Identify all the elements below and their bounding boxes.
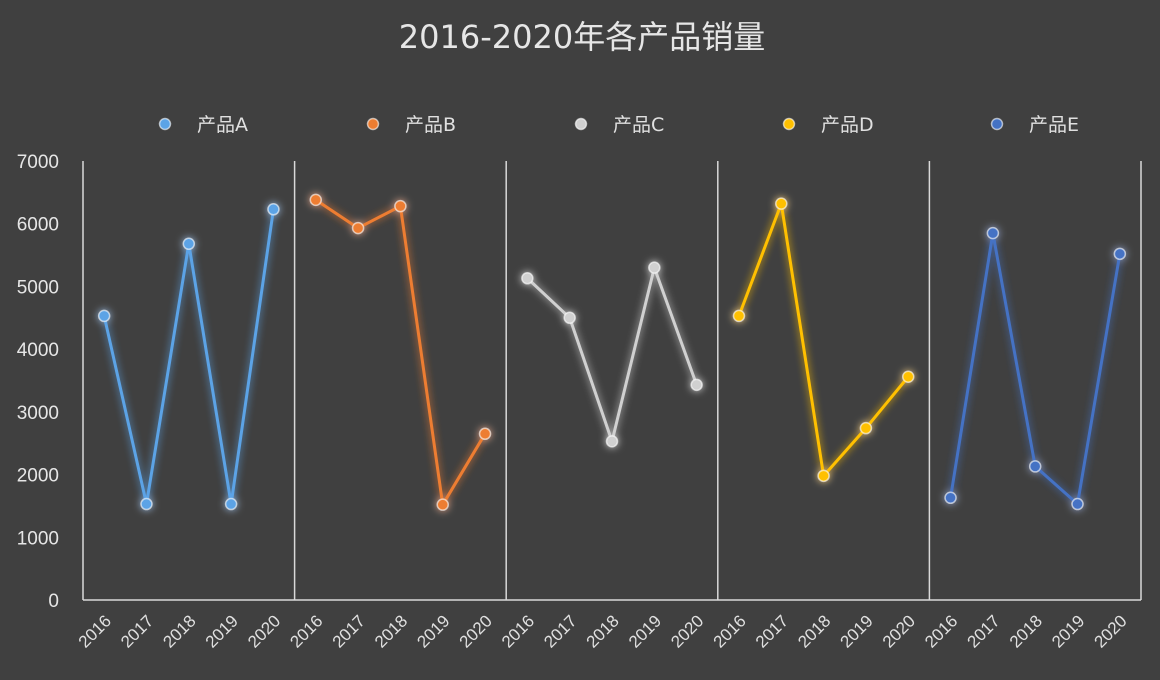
- data-point[interactable]: [986, 226, 1000, 240]
- data-point[interactable]: [521, 272, 534, 285]
- x-tick-label: 2018: [583, 611, 623, 651]
- data-point[interactable]: [1113, 247, 1127, 261]
- data-point[interactable]: [309, 193, 323, 207]
- legend-label: 产品B: [405, 114, 456, 136]
- series-line: [102, 209, 275, 506]
- legend-item-a[interactable]: 产品A: [138, 114, 248, 136]
- legend-marker-icon: [158, 117, 172, 131]
- x-tick-label: 2019: [413, 611, 453, 651]
- series-b: [309, 193, 492, 511]
- legend: 产品A 产品B 产品C 产品D 产品E: [138, 114, 1079, 136]
- data-point[interactable]: [267, 203, 280, 216]
- x-tick-label: 2016: [710, 611, 750, 651]
- x-axis: 2016 2017 2018 2019 2020 2016 2017 2018 2019 2020…: [75, 611, 1131, 651]
- series-line: [314, 198, 487, 507]
- x-tick-label: 2016: [921, 611, 961, 651]
- data-point[interactable]: [859, 421, 873, 435]
- y-tick-label: 6000: [17, 215, 59, 236]
- x-tick-label: 2017: [540, 611, 580, 651]
- x-tick-label: 2017: [964, 611, 1004, 651]
- data-point[interactable]: [605, 435, 619, 448]
- data-point[interactable]: [648, 261, 661, 274]
- legend-item-b[interactable]: 产品B: [346, 114, 456, 136]
- data-point[interactable]: [690, 378, 703, 392]
- y-tick-label: 0: [48, 591, 59, 612]
- data-point[interactable]: [478, 427, 492, 441]
- x-tick-label: 2017: [752, 611, 792, 651]
- x-tick-label: 2020: [244, 611, 284, 651]
- x-tick-label: 2017: [117, 611, 157, 651]
- data-point[interactable]: [563, 311, 576, 325]
- data-point[interactable]: [732, 309, 746, 323]
- x-tick-label: 2019: [202, 611, 242, 651]
- series-line: [737, 202, 910, 478]
- series-c: [521, 261, 703, 448]
- y-tick-label: 5000: [17, 277, 59, 298]
- data-point[interactable]: [775, 197, 788, 210]
- x-tick-label: 2018: [794, 611, 834, 651]
- legend-marker-icon: [366, 117, 380, 131]
- x-tick-label: 2020: [879, 611, 919, 651]
- x-tick-label: 2020: [1090, 611, 1130, 651]
- data-point[interactable]: [901, 370, 915, 383]
- series-line: [526, 266, 699, 443]
- data-point[interactable]: [140, 497, 153, 511]
- data-point[interactable]: [182, 237, 196, 251]
- x-tick-label: 2019: [1048, 611, 1088, 651]
- y-tick-label: 3000: [17, 403, 59, 424]
- data-point[interactable]: [1028, 460, 1042, 473]
- legend-item-e[interactable]: 产品E: [970, 114, 1079, 136]
- legend-label: 产品D: [821, 114, 874, 136]
- x-tick-label: 2020: [667, 611, 707, 651]
- x-tick-label: 2020: [456, 611, 496, 651]
- x-tick-label: 2018: [371, 611, 411, 651]
- x-tick-label: 2019: [837, 611, 877, 651]
- legend-item-d[interactable]: 产品D: [762, 114, 874, 136]
- x-tick-label: 2016: [75, 611, 115, 651]
- data-point[interactable]: [394, 199, 407, 213]
- x-tick-label: 2018: [1006, 611, 1046, 651]
- data-point[interactable]: [351, 221, 365, 235]
- legend-marker-icon: [574, 117, 588, 131]
- y-tick-label: 2000: [17, 466, 59, 487]
- x-tick-label: 2019: [625, 611, 665, 651]
- series-d: [732, 197, 915, 483]
- x-tick-label: 2018: [159, 611, 199, 651]
- legend-marker-icon: [990, 117, 1004, 131]
- x-tick-label: 2016: [286, 611, 326, 651]
- data-point[interactable]: [97, 309, 111, 323]
- legend-label: 产品C: [613, 114, 664, 136]
- legend-label: 产品E: [1029, 114, 1079, 136]
- legend-marker-icon: [782, 117, 796, 131]
- series-e: [944, 226, 1127, 511]
- y-axis: 0 1000 2000 3000 4000 5000 6000 7000: [17, 152, 59, 612]
- series-a: [97, 203, 280, 511]
- data-point[interactable]: [436, 498, 449, 511]
- plot-frame: [82, 161, 1142, 601]
- series-group: [97, 193, 1127, 511]
- chart-title: 2016-2020年各产品销量: [399, 18, 765, 56]
- x-tick-label: 2016: [498, 611, 538, 651]
- data-point[interactable]: [817, 469, 830, 483]
- data-point[interactable]: [224, 497, 238, 511]
- data-point[interactable]: [1071, 497, 1084, 511]
- y-tick-label: 7000: [17, 152, 59, 173]
- y-tick-label: 1000: [17, 528, 59, 549]
- legend-item-c[interactable]: 产品C: [554, 114, 664, 136]
- y-tick-label: 4000: [17, 340, 59, 361]
- x-tick-label: 2017: [329, 611, 369, 651]
- data-point[interactable]: [944, 491, 957, 505]
- legend-label: 产品A: [197, 114, 248, 136]
